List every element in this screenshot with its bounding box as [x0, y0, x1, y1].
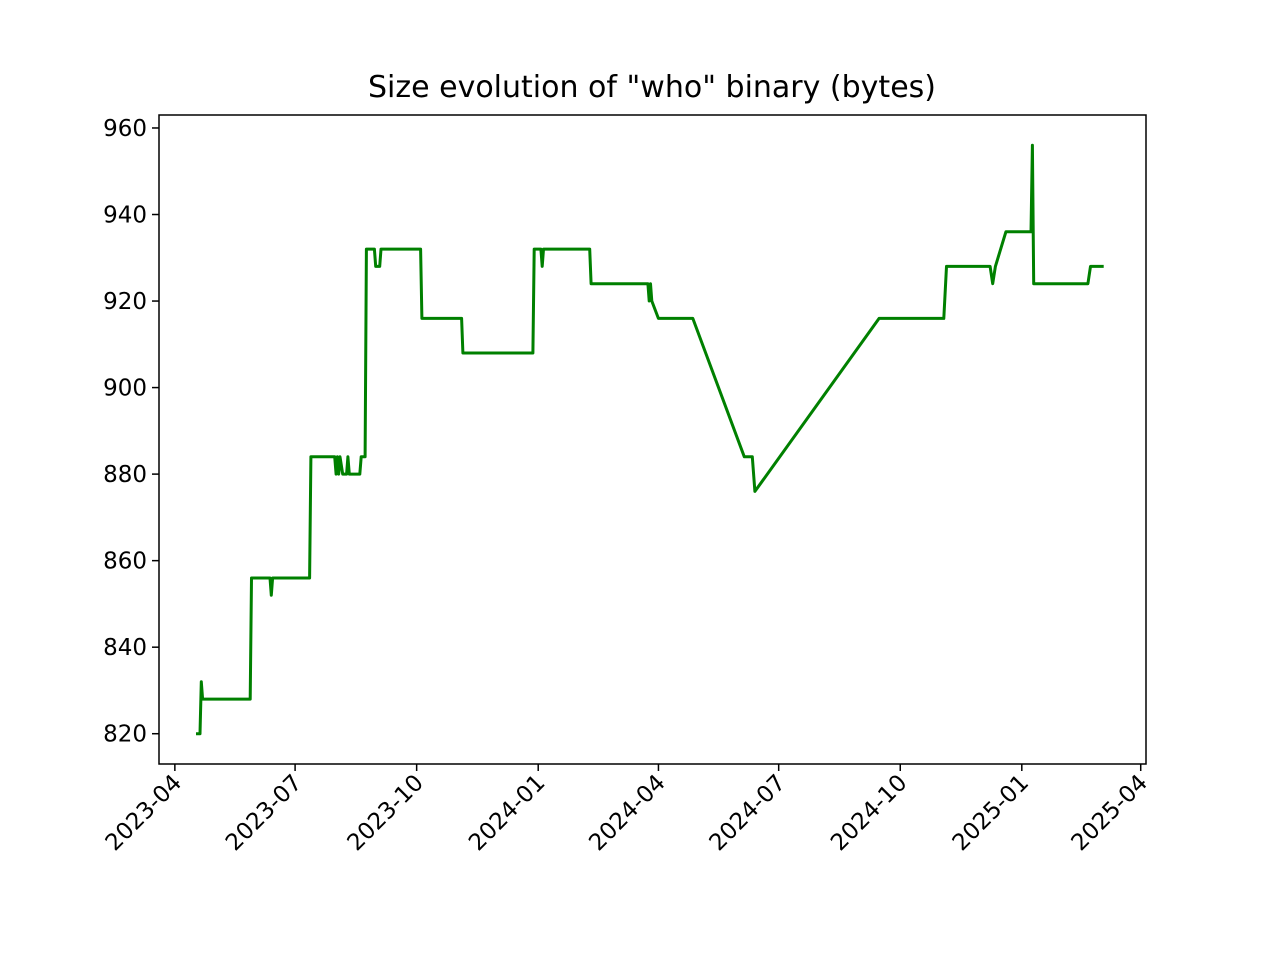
plot-frame: [158, 114, 1147, 765]
x-tick-label: 2025-01: [948, 770, 1034, 856]
x-tick-label: 2024-01: [464, 770, 550, 856]
x-tick-label: 2025-04: [1067, 770, 1153, 856]
y-tick-label: 900: [103, 376, 147, 402]
y-tick-label: 960: [103, 116, 147, 142]
y-tick-label: 880: [103, 462, 147, 488]
y-tick-label: 840: [103, 635, 147, 661]
x-tick-label: 2023-10: [343, 770, 429, 856]
x-tick-label: 2023-07: [221, 770, 307, 856]
x-tick-label: 2023-04: [101, 770, 187, 856]
x-tick-label: 2024-10: [826, 770, 912, 856]
y-tick-label: 920: [103, 289, 147, 315]
x-tick-label: 2024-04: [584, 770, 670, 856]
y-tick-label: 820: [103, 722, 147, 748]
series-line: [196, 143, 1104, 736]
y-axis: 820 840 860 880 900 920 940 960: [103, 116, 159, 748]
x-axis: 2023-04 2023-07 2023-10 2024-01 2024-04 2024-…: [101, 764, 1153, 856]
y-tick-label: 940: [103, 203, 147, 229]
chart-title: Size evolution of "who" binary (bytes): [368, 70, 936, 105]
x-tick-label: 2024-07: [705, 770, 791, 856]
y-tick-label: 860: [103, 549, 147, 575]
